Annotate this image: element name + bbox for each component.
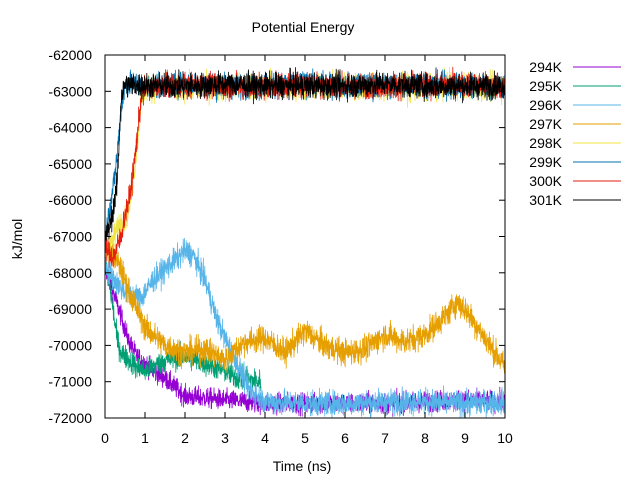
y-tick-label: -63000 <box>48 83 92 99</box>
x-tick-label: 9 <box>461 430 469 446</box>
chart-title: Potential Energy <box>252 19 355 35</box>
x-tick-label: 6 <box>341 430 349 446</box>
legend-item-300K: 300K <box>529 173 621 189</box>
x-tick-label: 0 <box>101 430 109 446</box>
legend-label: 299K <box>529 154 562 170</box>
legend-label: 301K <box>529 192 562 208</box>
x-tick-label: 8 <box>421 430 429 446</box>
legend-label: 298K <box>529 135 562 151</box>
x-tick-label: 4 <box>261 430 269 446</box>
y-tick-label: -67000 <box>48 229 92 245</box>
legend-label: 296K <box>529 97 562 113</box>
legend-label: 297K <box>529 116 562 132</box>
y-tick-label: -69000 <box>48 301 92 317</box>
y-tick-label: -62000 <box>48 47 92 63</box>
x-tick-label: 1 <box>141 430 149 446</box>
y-tick-label: -66000 <box>48 192 92 208</box>
x-tick-label: 5 <box>301 430 309 446</box>
series-line-296K <box>104 237 506 419</box>
y-tick-label: -72000 <box>48 410 92 426</box>
x-axis-label: Time (ns) <box>273 458 332 474</box>
legend-item-296K: 296K <box>529 97 621 113</box>
y-axis-label: kJ/mol <box>9 219 25 259</box>
legend-item-299K: 299K <box>529 154 621 170</box>
legend: 294K 295K 296K 297K 298K 299K 300K 301K <box>529 59 621 208</box>
legend-label: 294K <box>529 59 562 75</box>
y-tick-label: -65000 <box>48 156 92 172</box>
x-tick-label: 3 <box>221 430 229 446</box>
x-tick-label: 2 <box>181 430 189 446</box>
y-tick-label: -71000 <box>48 374 92 390</box>
axis-layer: 0 1 2 3 4 5 6 7 8 9 10 -62000 -63000 -64000 -65000 -660… <box>48 47 513 446</box>
series-line-301K <box>104 67 506 241</box>
x-tick-label: 10 <box>497 430 513 446</box>
x-tick-label: 7 <box>381 430 389 446</box>
y-tick-label: -68000 <box>48 265 92 281</box>
y-tick-label: -64000 <box>48 120 92 136</box>
legend-item-298K: 298K <box>529 135 621 151</box>
legend-item-301K: 301K <box>529 192 621 208</box>
legend-item-294K: 294K <box>529 59 621 75</box>
series-layer <box>104 66 506 419</box>
legend-item-295K: 295K <box>529 78 621 94</box>
y-tick-label: -70000 <box>48 337 92 353</box>
series-line-297K <box>104 235 506 374</box>
legend-label: 295K <box>529 78 562 94</box>
legend-item-297K: 297K <box>529 116 621 132</box>
legend-label: 300K <box>529 173 562 189</box>
